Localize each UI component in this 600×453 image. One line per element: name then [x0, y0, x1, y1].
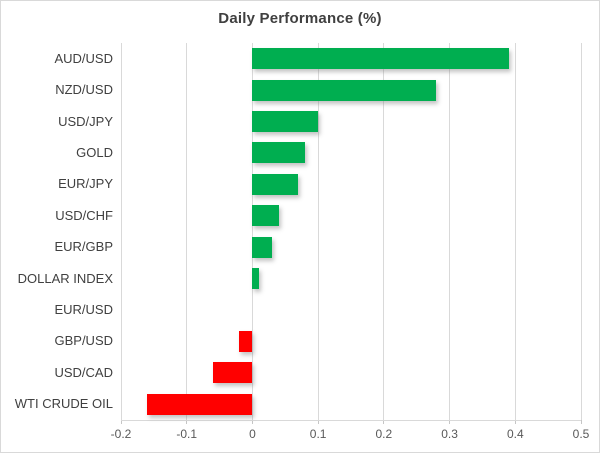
gridline [449, 43, 451, 420]
x-tick-label: 0.5 [572, 427, 590, 441]
bar-positive [252, 205, 279, 227]
tick-mark [120, 420, 122, 424]
chart-title: Daily Performance (%) [218, 10, 382, 27]
bar-positive [252, 79, 437, 101]
category-label: WTI CRUDE OIL [14, 396, 113, 412]
category-label: NZD/USD [55, 82, 113, 98]
tick-mark [449, 420, 451, 424]
gridline [120, 43, 122, 420]
tick-mark [317, 420, 319, 424]
gridline [251, 43, 253, 420]
x-tick-label: -0.2 [110, 427, 132, 441]
category-label: USD/CHF [55, 207, 113, 223]
category-label: EUR/JPY [58, 176, 113, 192]
category-label: EUR/GBP [54, 239, 113, 255]
category-label: AUD/USD [54, 50, 113, 66]
tick-mark [186, 420, 188, 424]
bar-positive [252, 142, 305, 164]
gridline [580, 43, 582, 420]
bar-positive [252, 173, 299, 195]
category-label: GBP/USD [54, 333, 113, 349]
bar-positive [252, 236, 273, 258]
bar-positive [252, 111, 319, 133]
bar-negative [213, 362, 253, 384]
category-label: GOLD [76, 144, 113, 160]
x-axis-line [121, 420, 581, 421]
gridline [186, 43, 188, 420]
bar-positive [252, 268, 259, 290]
gridline [514, 43, 516, 420]
x-tick-label: 0.3 [441, 427, 458, 441]
bar-positive [252, 48, 509, 70]
tick-mark [580, 420, 582, 424]
bar-negative [239, 330, 253, 352]
x-tick-label: -0.1 [176, 427, 198, 441]
category-label: USD/JPY [58, 113, 113, 129]
x-tick-label: 0 [249, 427, 256, 441]
category-label: USD/CAD [54, 364, 113, 380]
bar-negative [147, 393, 253, 415]
category-label: EUR/USD [54, 302, 113, 318]
category-label: DOLLAR INDEX [17, 270, 113, 286]
tick-mark [251, 420, 253, 424]
gridline [317, 43, 319, 420]
x-tick-label: 0.2 [375, 427, 393, 441]
tick-mark [514, 420, 516, 424]
x-tick-label: 0.4 [506, 427, 524, 441]
tick-mark [383, 420, 385, 424]
x-tick-label: 0.1 [309, 427, 327, 441]
gridline [383, 43, 385, 420]
